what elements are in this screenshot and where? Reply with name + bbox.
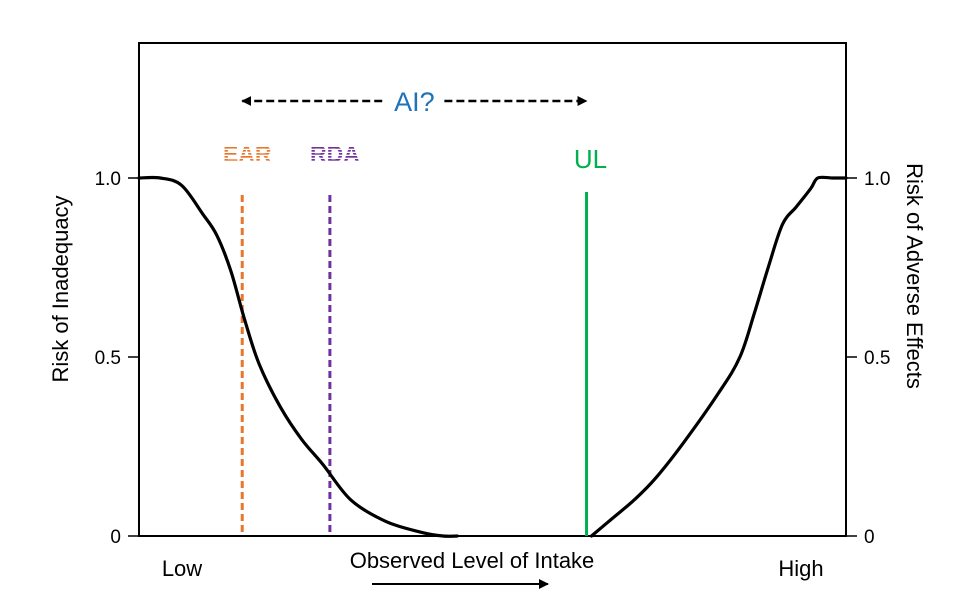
ear-label: EAR [223, 141, 272, 167]
left-y-axis: 0 0.5 1.0 [95, 169, 139, 548]
plot-frame [138, 42, 847, 537]
curves-layer [137, 175, 848, 538]
x-low-label: Low [162, 556, 202, 581]
right-tick-label-0.5: 0.5 [864, 348, 890, 369]
ai-range-layer: AI? [241, 87, 588, 117]
reference-lines-layer: EAR RDA UL [223, 141, 607, 536]
ul-label: UL [574, 144, 607, 174]
risk-of-adverse-effects-curve [589, 175, 848, 538]
right-axis-title: Risk of Adverse Effects [902, 163, 927, 389]
rda-label: RDA [310, 141, 360, 167]
right-y-axis: 0 0.5 1.0 [846, 169, 890, 548]
left-axis-title: Risk of Inadequacy [48, 195, 73, 382]
left-tick-label-0.5: 0.5 [95, 348, 121, 369]
x-axis-title: Observed Level of Intake [350, 548, 595, 573]
right-tick-label-0: 0 [864, 527, 875, 548]
x-high-label: High [778, 556, 823, 581]
left-tick-label-1.0: 1.0 [95, 169, 121, 190]
right-tick-label-1.0: 1.0 [864, 169, 890, 190]
left-tick-label-0: 0 [110, 527, 121, 548]
ai-label: AI? [394, 87, 435, 117]
risk-of-inadequacy-curve [137, 175, 459, 538]
